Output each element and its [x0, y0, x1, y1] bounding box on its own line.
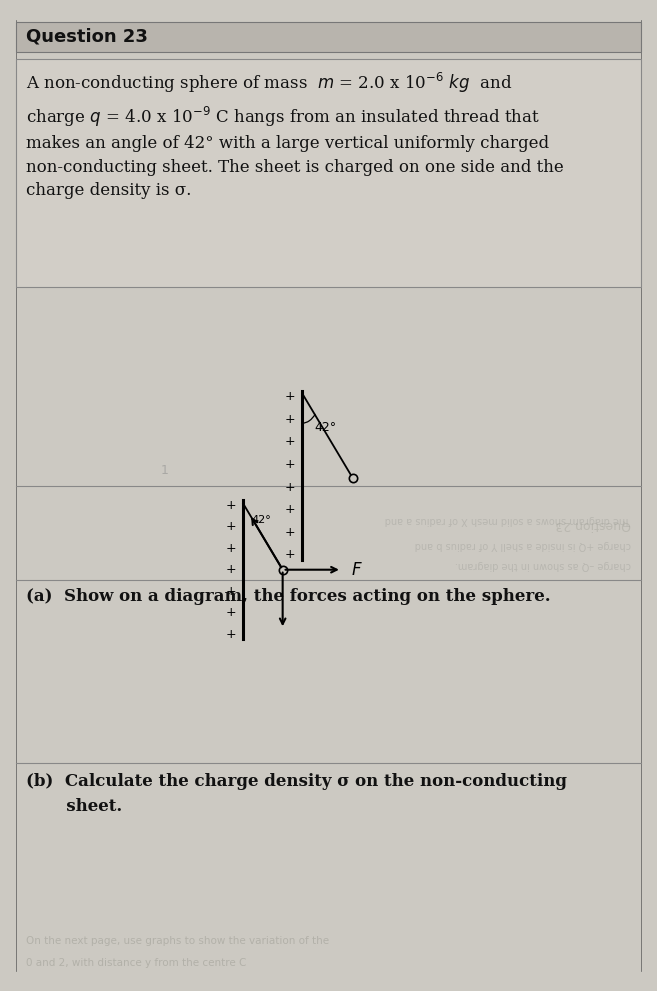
Text: charge +Q is inside a shell Y of radius b and: charge +Q is inside a shell Y of radius … [415, 540, 631, 550]
Text: +: + [285, 389, 296, 403]
Text: 42°: 42° [251, 515, 271, 525]
Text: +: + [285, 481, 296, 494]
Text: +: + [285, 435, 296, 448]
Text: +: + [226, 606, 237, 619]
Text: +: + [285, 548, 296, 562]
Text: +: + [226, 498, 237, 512]
Text: (a)  Show on a diagram, the forces acting on the sphere.: (a) Show on a diagram, the forces acting… [26, 588, 551, 605]
Text: +: + [226, 563, 237, 577]
Text: F: F [351, 561, 361, 579]
Text: Question 23: Question 23 [555, 518, 631, 532]
Text: The diagram shows a solid mesh X of radius a and: The diagram shows a solid mesh X of radi… [384, 515, 631, 525]
Text: 0 and 2, with distance y from the centre C: 0 and 2, with distance y from the centre… [26, 958, 246, 968]
Text: +: + [285, 503, 296, 516]
Text: On the next page, use graphs to show the variation of the: On the next page, use graphs to show the… [26, 936, 329, 946]
Text: +: + [285, 412, 296, 425]
Text: 1: 1 [160, 464, 168, 478]
Text: +: + [285, 458, 296, 471]
Bar [16, 59, 641, 287]
Text: 42°: 42° [314, 421, 336, 434]
Text: charge –Q as shown in the diagram.: charge –Q as shown in the diagram. [455, 560, 631, 570]
Bar [16, 22, 641, 52]
Text: +: + [226, 585, 237, 598]
Text: +: + [226, 542, 237, 555]
Text: +: + [226, 520, 237, 533]
Text: (b)  Calculate the charge density σ on the non-conducting
       sheet.: (b) Calculate the charge density σ on th… [26, 773, 567, 815]
Text: Question 23: Question 23 [26, 28, 148, 46]
Text: A non-conducting sphere of mass  $m$ = 2.0 x 10$^{-6}$ $kg$  and
charge $q$ = 4.: A non-conducting sphere of mass $m$ = 2.… [26, 71, 564, 199]
Text: +: + [226, 627, 237, 641]
Text: +: + [285, 526, 296, 539]
